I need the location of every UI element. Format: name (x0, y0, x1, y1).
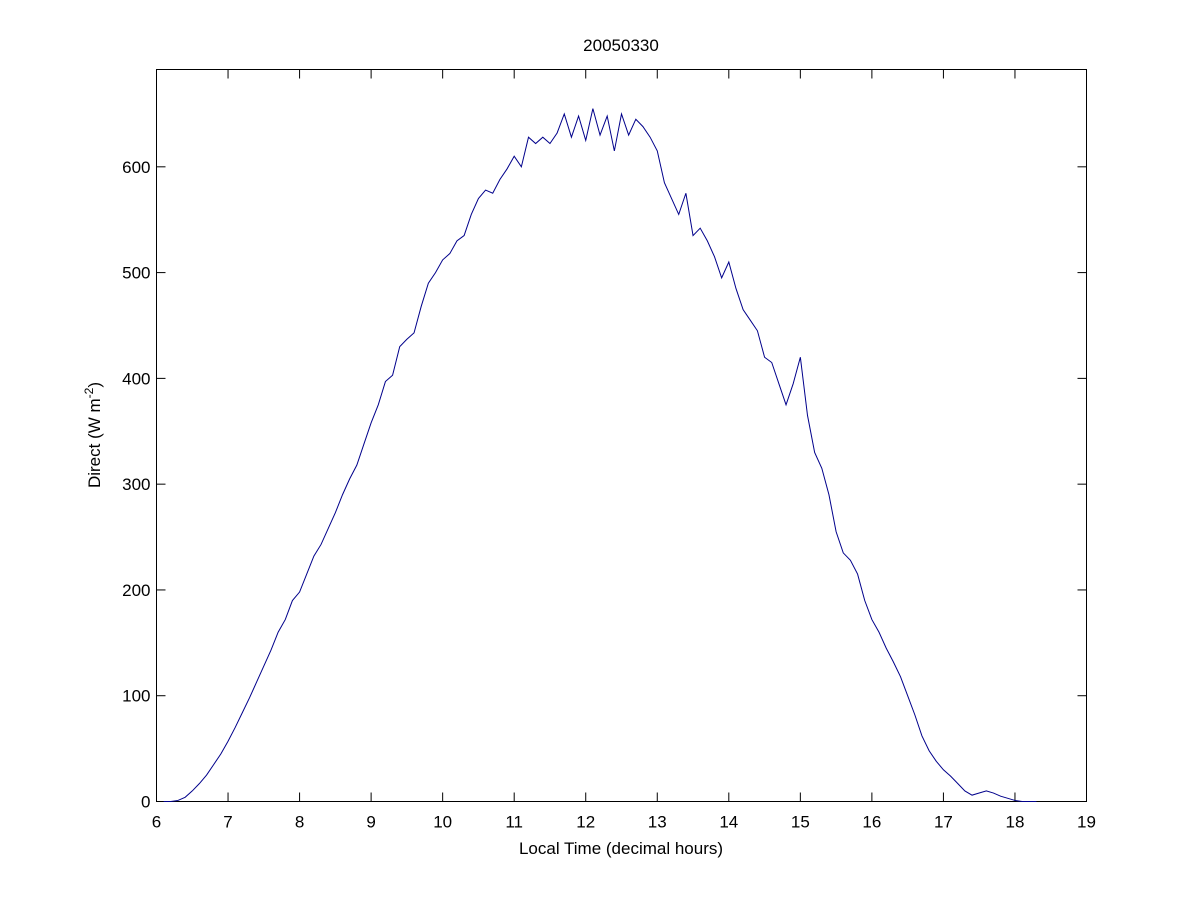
x-tick-label: 19 (1077, 813, 1096, 832)
x-tick-label: 8 (295, 813, 304, 832)
y-tick-label: 600 (122, 158, 150, 177)
y-tick-label: 500 (122, 264, 150, 283)
y-tick-label: 100 (122, 687, 150, 706)
y-axis-label-text: Direct (W m (85, 398, 104, 488)
y-tick-label: 0 (141, 793, 150, 812)
x-tick-label: 12 (576, 813, 595, 832)
y-axis-label-end: ) (85, 382, 104, 388)
x-tick-label: 13 (648, 813, 667, 832)
y-tick-label: 300 (122, 475, 150, 494)
data-line (163, 108, 1037, 802)
chart-title: 20050330 (583, 36, 659, 55)
x-axis-label: Local Time (decimal hours) (519, 839, 723, 858)
x-tick-label: 17 (934, 813, 953, 832)
x-tick-label: 10 (433, 813, 452, 832)
x-tick-label: 16 (862, 813, 881, 832)
x-tick-label: 14 (719, 813, 738, 832)
x-tick-label: 6 (152, 813, 161, 832)
y-tick-label: 400 (122, 369, 150, 388)
y-tick-label: 200 (122, 581, 150, 600)
x-tick-label: 18 (1006, 813, 1025, 832)
x-tick-label: 11 (505, 813, 523, 832)
axes-box (156, 69, 1087, 802)
x-tick-label: 9 (366, 813, 375, 832)
y-axis-label: Direct (W m-2) (82, 382, 104, 488)
x-tick-label: 15 (791, 813, 810, 832)
x-tick-label: 7 (223, 813, 232, 832)
y-axis-label-superscript: -2 (82, 387, 96, 398)
